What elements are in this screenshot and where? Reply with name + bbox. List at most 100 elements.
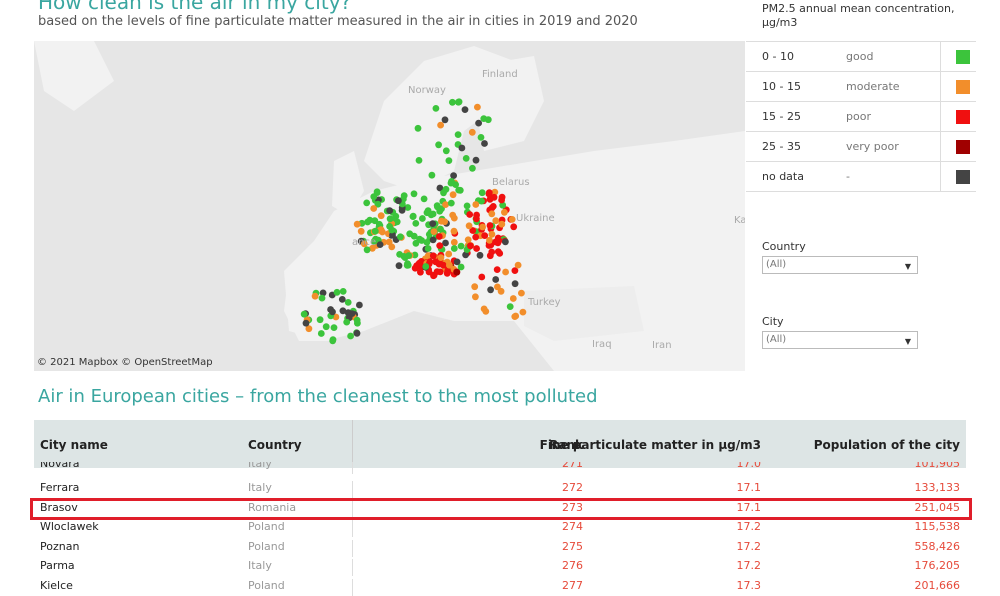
city-point[interactable] xyxy=(330,324,338,331)
city-point[interactable] xyxy=(409,212,417,220)
city-point[interactable] xyxy=(472,156,480,164)
city-point[interactable] xyxy=(494,248,502,256)
city-point[interactable] xyxy=(428,171,436,179)
city-point[interactable] xyxy=(412,220,420,227)
city-point[interactable] xyxy=(446,261,453,269)
city-point[interactable] xyxy=(487,286,494,294)
city-point[interactable] xyxy=(364,218,371,226)
city-point[interactable] xyxy=(370,193,378,201)
city-point[interactable] xyxy=(411,264,419,272)
city-point[interactable] xyxy=(430,271,438,279)
city-point[interactable] xyxy=(415,157,423,164)
city-point[interactable] xyxy=(467,242,474,250)
city-point[interactable] xyxy=(400,192,408,200)
city-point[interactable] xyxy=(492,276,500,283)
city-point[interactable] xyxy=(519,308,527,316)
city-point[interactable] xyxy=(485,189,493,197)
city-point[interactable] xyxy=(311,292,319,300)
europe-map[interactable]: Finland Norway Belarus Ukraine Turkey Ir… xyxy=(34,41,745,371)
city-point[interactable] xyxy=(437,121,444,129)
city-point[interactable] xyxy=(392,212,400,220)
city-point[interactable] xyxy=(474,103,481,111)
city-point[interactable] xyxy=(437,225,444,233)
city-point[interactable] xyxy=(477,134,485,141)
city-point[interactable] xyxy=(502,238,509,246)
city-point[interactable] xyxy=(316,316,324,324)
city-point[interactable] xyxy=(363,246,371,254)
city-point[interactable] xyxy=(424,252,432,259)
city-point[interactable] xyxy=(420,195,428,203)
city-point[interactable] xyxy=(473,245,480,252)
city-point[interactable] xyxy=(363,199,371,207)
city-point[interactable] xyxy=(338,296,346,303)
city-point[interactable] xyxy=(442,185,450,193)
city-point[interactable] xyxy=(302,319,310,327)
city-point[interactable] xyxy=(442,201,449,209)
city-point[interactable] xyxy=(445,250,453,258)
table-row[interactable]: Poznan Poland 275 17.2 558,426 xyxy=(34,538,966,557)
city-point[interactable] xyxy=(492,217,500,225)
city-point[interactable] xyxy=(494,283,501,291)
city-point[interactable] xyxy=(482,308,490,315)
city-point[interactable] xyxy=(464,236,472,244)
column-header-rank[interactable]: Rank xyxy=(549,438,583,452)
city-point[interactable] xyxy=(447,199,455,207)
city-point[interactable] xyxy=(469,164,476,172)
city-point[interactable] xyxy=(410,190,418,198)
city-point[interactable] xyxy=(509,295,517,302)
city-point[interactable] xyxy=(471,283,479,291)
city-point[interactable] xyxy=(488,210,496,218)
city-point[interactable] xyxy=(454,131,462,138)
city-point[interactable] xyxy=(486,222,494,229)
city-point[interactable] xyxy=(319,289,327,297)
city-point[interactable] xyxy=(339,307,347,315)
legend-row-very-poor[interactable]: 25 - 35 very poor xyxy=(746,132,976,162)
city-point[interactable] xyxy=(462,155,470,162)
city-point[interactable] xyxy=(478,189,486,197)
city-point[interactable] xyxy=(353,220,361,228)
city-point[interactable] xyxy=(450,172,457,180)
city-point[interactable] xyxy=(461,106,469,113)
city-point[interactable] xyxy=(438,217,445,225)
city-point[interactable] xyxy=(441,116,449,124)
city-point[interactable] xyxy=(518,289,525,297)
city-point[interactable] xyxy=(354,319,361,327)
city-point[interactable] xyxy=(339,288,347,295)
city-point[interactable] xyxy=(443,270,451,277)
city-point[interactable] xyxy=(426,258,434,266)
city-point[interactable] xyxy=(450,238,458,246)
city-point[interactable] xyxy=(329,337,337,345)
city-point[interactable] xyxy=(415,259,423,267)
table-row[interactable]: Parma Italy 276 17.2 176,205 xyxy=(34,557,966,576)
city-point[interactable] xyxy=(374,200,382,208)
city-point[interactable] xyxy=(488,230,496,238)
city-point[interactable] xyxy=(396,251,403,258)
table-row[interactable]: Kielce Poland 277 17.3 201,666 xyxy=(34,577,966,596)
city-point[interactable] xyxy=(490,193,498,201)
city-filter-select[interactable]: (All) ▼ xyxy=(762,331,918,349)
city-point[interactable] xyxy=(343,318,351,326)
city-point[interactable] xyxy=(436,268,444,276)
city-point[interactable] xyxy=(445,157,453,164)
city-point[interactable] xyxy=(404,204,412,211)
city-point[interactable] xyxy=(514,261,522,269)
city-point[interactable] xyxy=(386,223,393,230)
city-point[interactable] xyxy=(436,242,444,250)
city-point[interactable] xyxy=(485,242,493,249)
city-point[interactable] xyxy=(473,215,480,223)
city-point[interactable] xyxy=(501,208,508,216)
city-point[interactable] xyxy=(480,115,488,122)
city-point[interactable] xyxy=(510,223,518,231)
city-point[interactable] xyxy=(347,332,354,340)
city-point[interactable] xyxy=(437,254,445,261)
city-point[interactable] xyxy=(410,232,418,240)
city-point[interactable] xyxy=(469,227,477,234)
city-point[interactable] xyxy=(449,98,456,106)
city-point[interactable] xyxy=(502,268,509,276)
city-point[interactable] xyxy=(429,210,437,218)
city-point[interactable] xyxy=(395,262,403,270)
city-point[interactable] xyxy=(466,211,474,218)
city-point[interactable] xyxy=(488,248,496,256)
legend-row-moderate[interactable]: 10 - 15 moderate xyxy=(746,72,976,102)
column-header-country[interactable]: Country xyxy=(248,438,302,452)
